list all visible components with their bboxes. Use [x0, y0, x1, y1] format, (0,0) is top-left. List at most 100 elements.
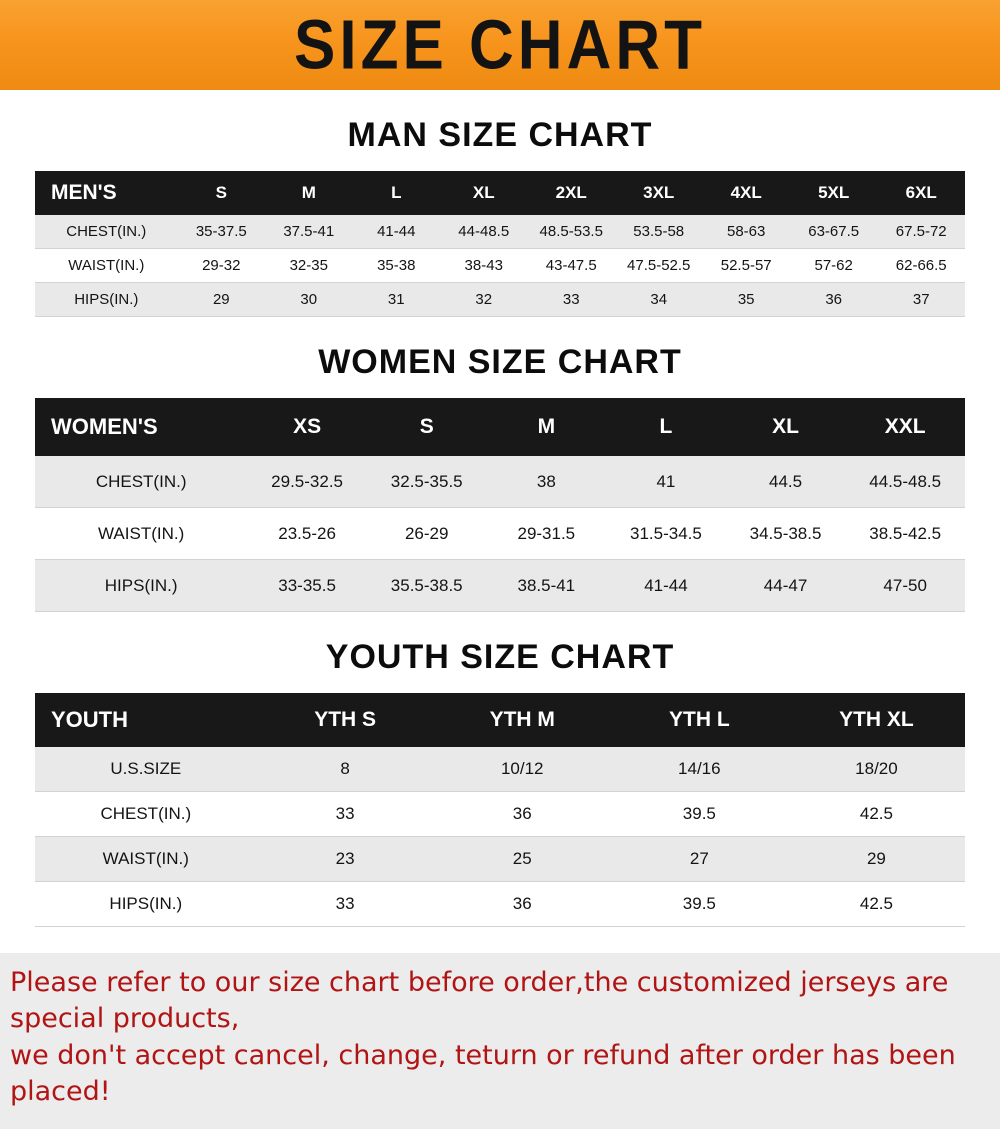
- banner: SIZE CHART: [0, 0, 1000, 90]
- table-cell: 44.5: [768, 471, 803, 491]
- table-cell: 42.5: [859, 894, 893, 913]
- column-header: M: [265, 171, 353, 215]
- table-cell: 23: [335, 849, 355, 868]
- table-cell: 35-37.5: [195, 223, 247, 240]
- banner-title: SIZE CHART: [294, 6, 706, 84]
- table-cell: 58-63: [727, 223, 766, 240]
- table-cell: 38.5-41: [517, 575, 576, 595]
- table-cell: 52.5-57: [720, 257, 772, 274]
- table-cell: 33: [335, 894, 355, 913]
- youth-size-table: YOUTH YTH S YTH M YTH L YTH XL U.S.SIZE 8 10/12…: [35, 693, 965, 927]
- women-section: WOMEN SIZE CHART WOMEN'S XS S M L XL XXL CHEST(I…: [0, 343, 1000, 612]
- table-cell: 34.5-38.5: [749, 523, 822, 543]
- men-section-title: MAN SIZE CHART: [347, 116, 653, 154]
- table-cell: 39.5: [682, 894, 716, 913]
- table-cell: 34: [650, 291, 668, 308]
- table-cell: 30: [300, 291, 318, 308]
- table-cell: 44-48.5: [458, 223, 510, 240]
- youth-section: YOUTH SIZE CHART YOUTH YTH S YTH M YTH L YTH …: [0, 638, 1000, 927]
- footer-line1: Please refer to our size chart before or…: [10, 967, 949, 1035]
- table-cell: 44.5-48.5: [869, 471, 942, 491]
- table-cell: 25: [512, 849, 532, 868]
- table-cell: 32.5-35.5: [390, 471, 463, 491]
- column-header: 5XL: [789, 171, 878, 215]
- table-cell: 47.5-52.5: [627, 257, 691, 274]
- column-header: 6XL: [877, 171, 965, 215]
- table-row: U.S.SIZE 8 10/12 14/16 18/20: [35, 747, 965, 792]
- column-header: MEN'S: [35, 171, 178, 215]
- table-cell: 29-31.5: [517, 523, 576, 543]
- row-label: WAIST(IN.): [102, 849, 189, 868]
- table-cell: 29: [212, 291, 230, 308]
- table-header-row: YOUTH YTH S YTH M YTH L YTH XL: [35, 693, 965, 747]
- row-label: WAIST(IN.): [98, 523, 185, 543]
- table-header-row: WOMEN'S XS S M L XL XXL: [35, 398, 965, 456]
- column-header: 3XL: [614, 171, 703, 215]
- column-header: 2XL: [527, 171, 615, 215]
- table-row: CHEST(IN.) 33 36 39.5 42.5: [35, 791, 965, 837]
- table-cell: 37.5-41: [283, 223, 335, 240]
- column-header: XS: [247, 398, 367, 456]
- table-cell: 33-35.5: [278, 575, 336, 595]
- row-label: U.S.SIZE: [110, 759, 182, 778]
- footer-note: Please refer to our size chart before or…: [0, 953, 1000, 1129]
- table-cell: 33: [335, 804, 355, 823]
- table-cell: 41: [656, 471, 676, 491]
- table-cell: 8: [340, 759, 350, 778]
- table-header-row: MEN'S S M L XL 2XL 3XL 4XL 5XL 6XL: [35, 171, 965, 215]
- column-header: YOUTH: [35, 693, 257, 747]
- men-section: MAN SIZE CHART MEN'S S M L XL 2XL 3XL 4XL 5XL 6XL C…: [0, 116, 1000, 317]
- table-row: WAIST(IN.) 23 25 27 29: [35, 836, 965, 882]
- row-label: HIPS(IN.): [104, 575, 178, 595]
- table-cell: 48.5-53.5: [539, 223, 603, 240]
- table-cell: 39.5: [682, 804, 716, 823]
- table-row: WAIST(IN.) 29-32 32-35 35-38 38-43 43-47.5 47.…: [35, 248, 965, 283]
- column-header: S: [177, 171, 266, 215]
- men-size-table: MEN'S S M L XL 2XL 3XL 4XL 5XL 6XL CHEST(IN.) 35-37…: [35, 171, 965, 317]
- table-cell: 26-29: [404, 523, 449, 543]
- table-cell: 35.5-38.5: [390, 575, 463, 595]
- footer-line2: we don't accept cancel, change, teturn o…: [10, 1039, 956, 1108]
- column-header: S: [366, 398, 487, 456]
- column-header: YTH L: [610, 693, 788, 747]
- row-label: HIPS(IN.): [74, 291, 139, 308]
- row-label: CHEST(IN.): [100, 804, 192, 823]
- column-header: L: [352, 171, 440, 215]
- table-cell: 31: [387, 291, 405, 308]
- row-label: WAIST(IN.): [68, 257, 145, 274]
- table-cell: 23.5-26: [278, 523, 336, 543]
- column-header: L: [606, 398, 726, 456]
- row-label: CHEST(IN.): [95, 471, 187, 491]
- table-cell: 62-66.5: [895, 257, 947, 274]
- women-size-table: WOMEN'S XS S M L XL XXL CHEST(IN.) 29.5-32.5 32.5…: [35, 398, 965, 612]
- table-cell: 32: [475, 291, 493, 308]
- table-cell: 47-50: [883, 575, 927, 595]
- table-row: CHEST(IN.) 29.5-32.5 32.5-35.5 38 41 44.5 44.5…: [35, 456, 965, 508]
- row-label: HIPS(IN.): [109, 894, 183, 913]
- column-header: YTH XL: [787, 693, 965, 747]
- table-row: WAIST(IN.) 23.5-26 26-29 29-31.5 31.5-34.5 34…: [35, 507, 965, 560]
- table-cell: 32-35: [289, 257, 328, 274]
- column-header: 4XL: [702, 171, 790, 215]
- youth-section-title: YOUTH SIZE CHART: [325, 638, 675, 676]
- table-cell: 53.5-58: [633, 223, 685, 240]
- column-header: XL: [440, 171, 528, 215]
- women-section-title: WOMEN SIZE CHART: [318, 343, 682, 381]
- size-chart-sections: MAN SIZE CHART MEN'S S M L XL 2XL 3XL 4XL 5XL 6XL C…: [0, 116, 1000, 927]
- column-header: XXL: [845, 398, 965, 456]
- table-cell: 29: [866, 849, 886, 868]
- table-cell: 10/12: [500, 759, 544, 778]
- table-cell: 29-32: [202, 257, 241, 274]
- table-cell: 44-47: [763, 575, 808, 595]
- table-cell: 29.5-32.5: [271, 471, 344, 491]
- table-cell: 36: [512, 804, 532, 823]
- table-cell: 35-38: [377, 257, 416, 274]
- table-cell: 63-67.5: [808, 223, 860, 240]
- table-cell: 42.5: [859, 804, 893, 823]
- table-row: HIPS(IN.) 33-35.5 35.5-38.5 38.5-41 41-44 44-…: [35, 559, 965, 612]
- table-cell: 37: [912, 291, 930, 308]
- table-cell: 38-43: [464, 257, 503, 274]
- table-cell: 67.5-72: [895, 223, 947, 240]
- table-cell: 27: [689, 849, 709, 868]
